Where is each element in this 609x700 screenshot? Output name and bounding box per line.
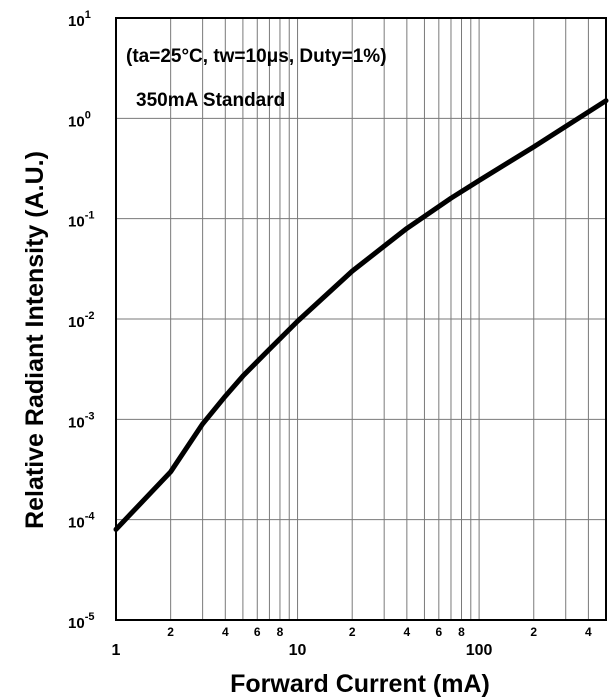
- annotation-standard: 350mA Standard: [136, 90, 285, 111]
- y-tick-exponent: -2: [85, 310, 95, 322]
- y-tick-label: 10-4: [68, 511, 95, 532]
- y-tick-exponent: -3: [85, 410, 95, 422]
- x-tick-label: 2: [167, 625, 174, 639]
- y-tick-label: 10-1: [68, 210, 94, 231]
- y-tick-base: 10: [68, 615, 85, 632]
- x-tick-label: 10: [289, 642, 307, 659]
- y-tick-exponent: -5: [85, 611, 95, 623]
- series-line-0: [113, 98, 609, 532]
- series-layer: [113, 98, 609, 532]
- y-tick-base: 10: [68, 13, 85, 30]
- y-tick-base: 10: [68, 515, 85, 532]
- y-tick-label: 10-2: [68, 310, 94, 331]
- x-tick-label: 6: [254, 625, 261, 639]
- y-tick-base: 10: [68, 113, 85, 130]
- y-tick-exponent: 0: [85, 109, 91, 121]
- x-tick-label: 2: [530, 625, 537, 639]
- y-tick-exponent: 1: [85, 9, 91, 21]
- y-tick-base: 10: [68, 314, 85, 331]
- x-tick-label: 1: [112, 642, 121, 659]
- y-tick-exponent: -1: [85, 210, 95, 222]
- x-tick-label: 8: [458, 625, 465, 639]
- grid: [116, 18, 606, 620]
- x-axis-label: Forward Current (mA): [230, 670, 490, 698]
- x-tick-label: 4: [222, 625, 229, 639]
- x-tick-label: 6: [435, 625, 442, 639]
- y-tick-label: 100: [68, 109, 91, 130]
- y-tick-base: 10: [68, 414, 85, 431]
- x-tick-label: 8: [277, 625, 284, 639]
- y-tick-label: 10-5: [68, 611, 94, 632]
- x-tick-label: 100: [466, 642, 493, 659]
- y-tick-label: 10-3: [68, 410, 94, 431]
- y-tick-exponent: -4: [85, 511, 96, 523]
- x-tick-label: 2: [349, 625, 356, 639]
- x-tick-label: 4: [585, 625, 592, 639]
- y-tick-label: 101: [68, 9, 91, 30]
- y-tick-base: 10: [68, 214, 85, 231]
- x-tick-label: 4: [404, 625, 411, 639]
- y-axis-label: Relative Radiant Intensity (A.U.): [21, 151, 49, 529]
- plot-frame: [115, 17, 607, 621]
- annotation-conditions: (ta=25°C, tw=10μs, Duty=1%): [126, 46, 387, 67]
